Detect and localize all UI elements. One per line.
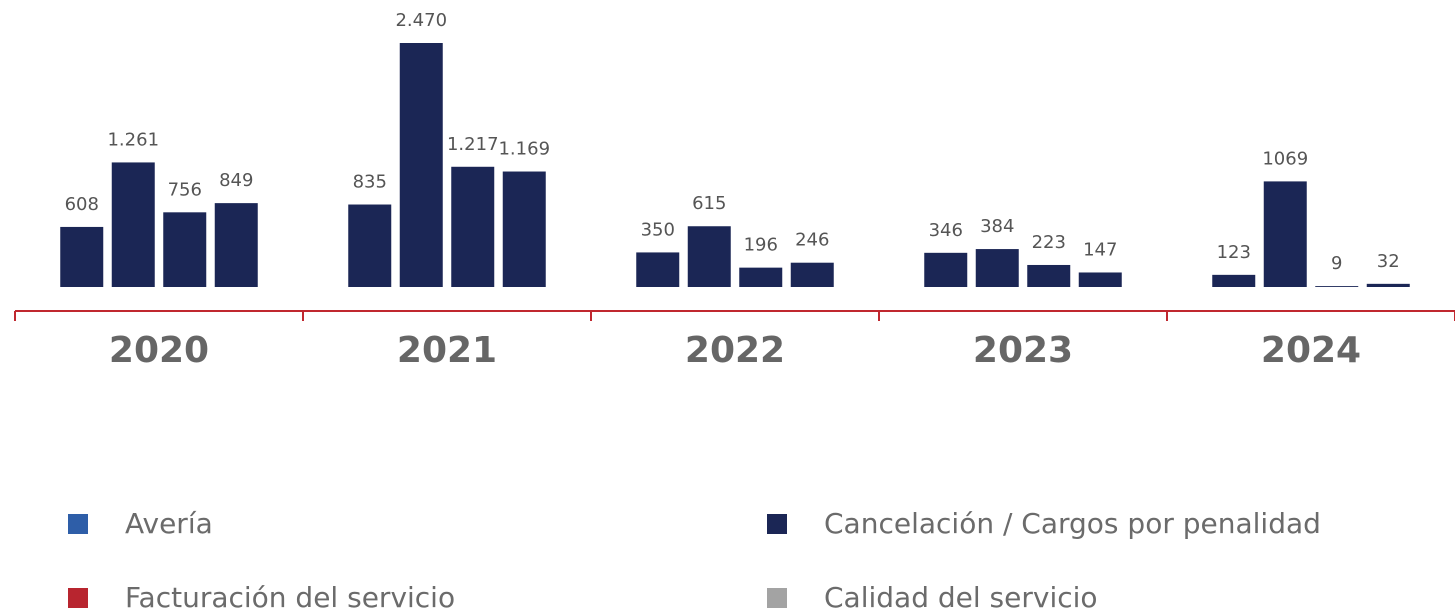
value-label: 1.217 — [447, 134, 499, 155]
bar — [451, 166, 495, 287]
value-label: 123 — [1217, 242, 1251, 263]
bar — [502, 171, 546, 287]
bar — [1027, 264, 1071, 287]
bar — [1263, 181, 1307, 287]
bar — [739, 267, 783, 287]
bar — [975, 249, 1019, 287]
value-label: 346 — [929, 220, 963, 241]
value-label: 196 — [744, 235, 778, 256]
legend-swatch — [767, 514, 787, 534]
bar — [60, 226, 104, 287]
value-label: 756 — [168, 179, 202, 200]
value-label: 849 — [219, 170, 253, 191]
bar — [636, 252, 680, 287]
bar — [214, 203, 258, 287]
category-label: 2022 — [685, 330, 785, 371]
value-label: 32 — [1377, 251, 1400, 272]
bar — [790, 262, 834, 287]
bar — [1212, 274, 1256, 287]
legend-swatch — [68, 588, 88, 608]
legend-swatch — [68, 514, 88, 534]
bar — [399, 43, 443, 287]
category-label: 2023 — [973, 330, 1073, 371]
value-label: 615 — [692, 193, 726, 214]
category-label: 2021 — [397, 330, 497, 371]
value-label: 9 — [1331, 253, 1342, 274]
value-label: 608 — [65, 194, 99, 215]
category-label: 2024 — [1261, 330, 1361, 371]
value-label: 1069 — [1262, 148, 1308, 169]
value-label: 350 — [641, 219, 675, 240]
value-label: 835 — [353, 172, 387, 193]
legend-swatch — [767, 588, 787, 608]
bar — [1366, 283, 1410, 287]
legend-label: Facturación del servicio — [125, 581, 455, 613]
value-label: 246 — [795, 230, 829, 251]
bar — [924, 252, 968, 287]
bar — [111, 162, 155, 287]
legend-label: Avería — [125, 507, 213, 540]
bar — [1078, 272, 1122, 287]
bar — [687, 226, 731, 287]
value-label: 384 — [980, 216, 1014, 237]
value-label: 147 — [1083, 239, 1117, 260]
legend-label: Calidad del servicio — [824, 581, 1098, 613]
bar — [348, 204, 392, 287]
value-label: 2.470 — [395, 10, 447, 31]
value-label: 223 — [1032, 232, 1066, 253]
bar — [163, 212, 207, 287]
value-label: 1.169 — [498, 139, 550, 160]
value-label: 1.261 — [107, 129, 159, 150]
legend-label: Cancelación / Cargos por penalidad — [824, 507, 1321, 540]
bar — [1315, 286, 1359, 287]
category-label: 2020 — [109, 330, 209, 371]
